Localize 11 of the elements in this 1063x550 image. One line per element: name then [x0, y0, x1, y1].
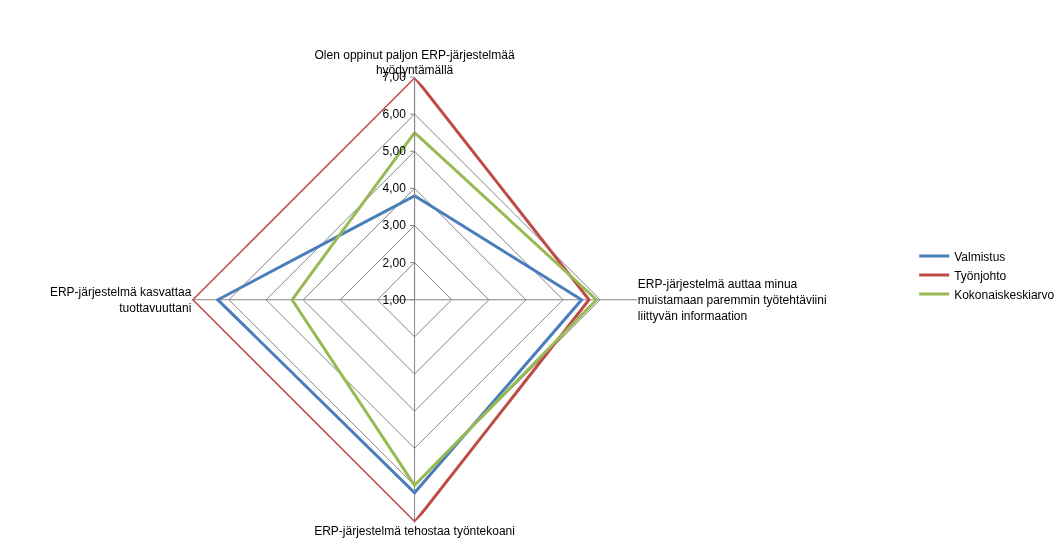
- y-tick-label: 2,00: [382, 255, 407, 270]
- spoke-label: ERP-järjestelmä auttaa minua muistamaan paremmin työtehtäviini liittyvän informaation: [637, 277, 827, 323]
- y-tick-label: 6,00: [382, 107, 407, 122]
- legend-label: Kokonaiskeskiarvo: [954, 287, 1055, 302]
- y-tick-label: 4,00: [382, 181, 407, 196]
- y-tick-label: 3,00: [382, 218, 407, 233]
- spoke-label: ERP-järjestelmä kasvattaa tuottavuuttani: [49, 285, 192, 315]
- y-tick-label: 1,00: [382, 292, 407, 307]
- spoke-label: ERP-järjestelmä tehostaa työntekoani: [314, 524, 515, 538]
- legend-label: Valmistus: [954, 249, 1006, 264]
- legend-label: Työnjohto: [954, 268, 1007, 283]
